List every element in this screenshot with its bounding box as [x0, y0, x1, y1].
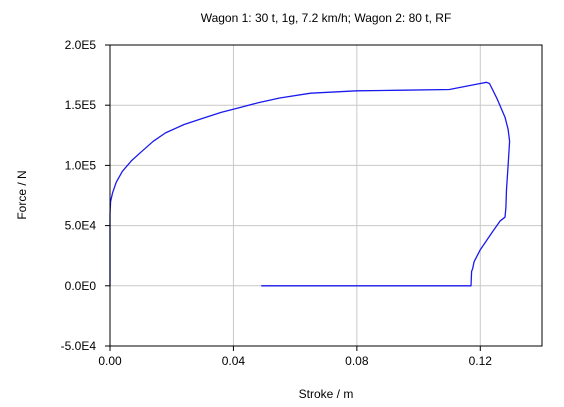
grid	[110, 45, 542, 346]
x-tick-label: 0.12	[469, 354, 493, 368]
x-tick-label: 0.08	[345, 354, 369, 368]
series-layer	[110, 82, 510, 285]
force-stroke-curve	[110, 82, 510, 285]
y-tick-label: 5.0E4	[65, 219, 97, 233]
x-tick-label: 0.00	[98, 354, 122, 368]
y-tick-label: 1.0E5	[65, 158, 97, 172]
y-tick-label: 0.0E0	[65, 279, 97, 293]
plot-area-frame	[110, 45, 542, 346]
y-axis-label: Force / N	[15, 170, 29, 219]
x-axis-ticks: 0.00 0.04 0.08 0.12	[98, 346, 492, 368]
chart-title: Wagon 1: 30 t, 1g, 7.2 km/h; Wagon 2: 80…	[201, 11, 452, 25]
y-tick-label: -5.0E4	[61, 339, 97, 353]
y-axis-ticks: -5.0E4 0.0E0 5.0E4 1.0E5 1.5E5 2.0E5	[61, 38, 110, 353]
y-tick-label: 1.5E5	[65, 98, 97, 112]
y-tick-label: 2.0E5	[65, 38, 97, 52]
x-tick-label: 0.04	[222, 354, 246, 368]
x-axis-label: Stroke / m	[299, 387, 354, 401]
